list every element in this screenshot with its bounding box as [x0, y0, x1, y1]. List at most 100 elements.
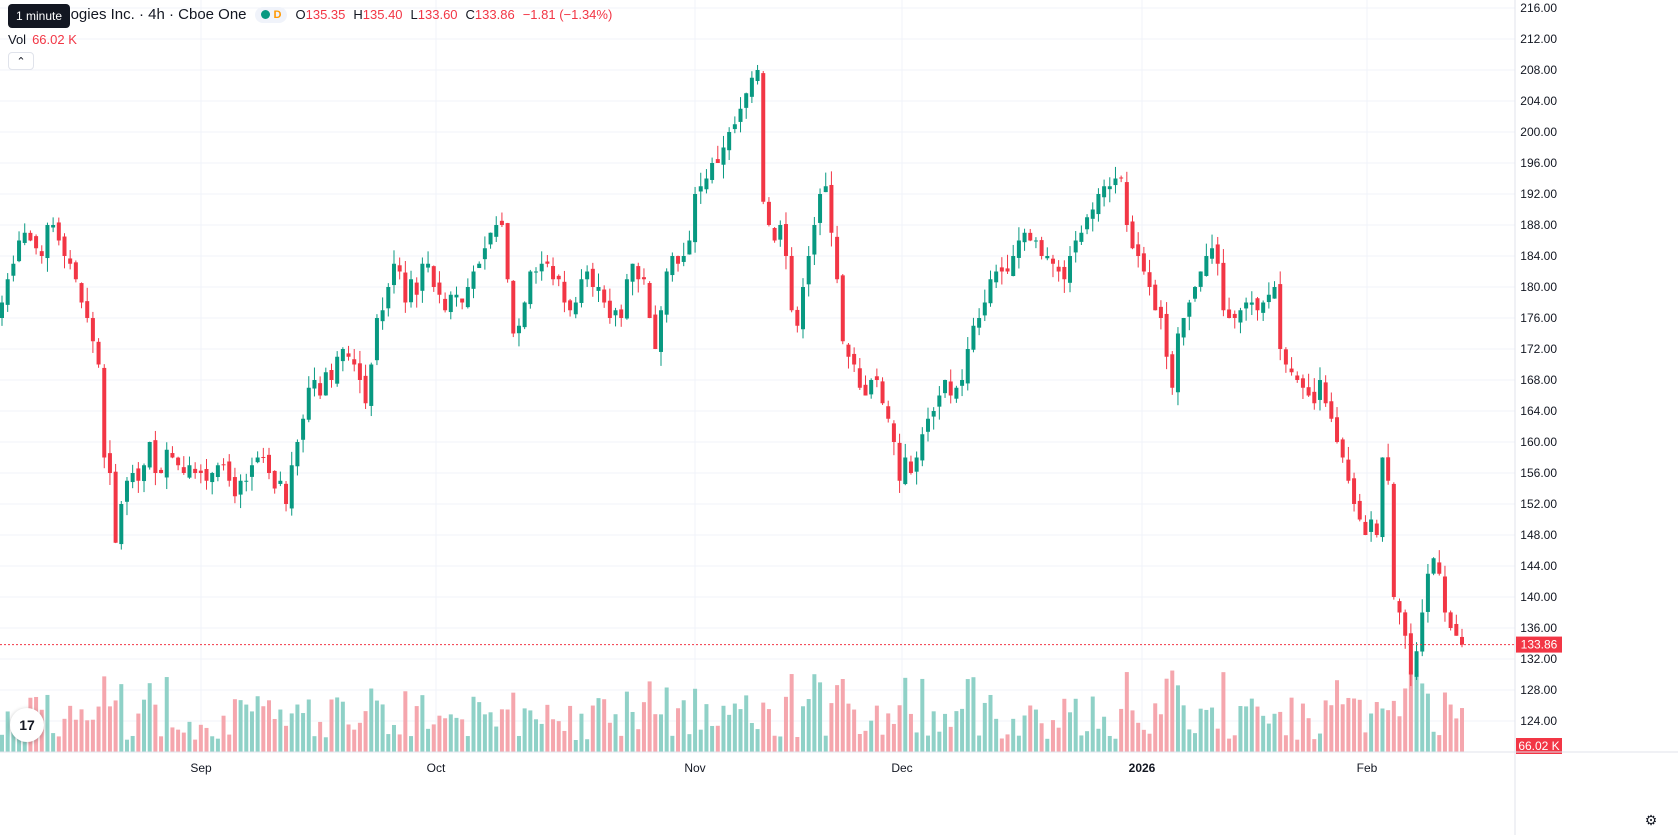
candle-body — [1073, 240, 1078, 253]
price-tick-label: 164.00 — [1520, 404, 1557, 418]
candle-body — [1272, 287, 1277, 299]
volume-bar — [1062, 698, 1067, 752]
candle-body — [1170, 354, 1175, 388]
volume-bar — [624, 691, 629, 752]
candle-body — [852, 353, 857, 365]
candle-body — [874, 376, 879, 380]
price-tick-label: 196.00 — [1520, 156, 1557, 170]
candle-body — [477, 263, 482, 269]
volume-bar — [869, 720, 874, 752]
volume-bar — [852, 709, 857, 752]
volume-bar — [1187, 729, 1192, 752]
volume-bar — [1050, 720, 1055, 752]
candle-body — [1352, 478, 1357, 504]
volume-bar — [971, 677, 976, 752]
volume-bar — [744, 695, 749, 752]
volume-bar — [1380, 708, 1385, 752]
candle-body — [1033, 240, 1038, 242]
candle-body — [516, 325, 521, 334]
candle-body — [198, 470, 203, 473]
volume-bar — [954, 711, 959, 752]
candle-body — [68, 258, 73, 264]
price-tick-label: 160.00 — [1520, 435, 1557, 449]
volume-legend: Vol 66.02 K — [8, 32, 77, 47]
volume-bar — [1323, 700, 1328, 752]
volume-bar — [1408, 671, 1413, 752]
candle-body — [897, 442, 902, 481]
candle-body — [545, 261, 550, 264]
volume-bar — [579, 713, 584, 752]
candle-body — [585, 271, 590, 280]
volume-bar — [0, 734, 4, 752]
volume-bar — [568, 705, 573, 752]
price-tick-label: 192.00 — [1520, 187, 1557, 201]
candle-body — [783, 224, 788, 256]
price-tick-label: 132.00 — [1520, 652, 1557, 666]
candle-body — [1005, 268, 1010, 272]
volume-bar — [698, 729, 703, 752]
candle-body — [11, 263, 16, 276]
candle-body — [289, 465, 294, 509]
volume-bar — [880, 734, 885, 752]
candle-body — [1045, 256, 1050, 259]
volume-bar — [1295, 739, 1300, 752]
candle-body — [943, 380, 948, 394]
market-status[interactable]: D — [254, 6, 288, 23]
volume-bar — [846, 703, 851, 752]
price-tick-label: 156.00 — [1520, 466, 1557, 480]
candle-body — [73, 262, 78, 280]
volume-bar — [5, 711, 10, 752]
candle-body — [397, 265, 402, 272]
volume-bar — [329, 699, 334, 752]
candle-body — [1374, 523, 1379, 535]
volume-bar — [1425, 693, 1430, 752]
candle-body — [925, 418, 930, 432]
volume-bar — [244, 704, 249, 752]
candle-body — [636, 266, 641, 280]
volume-bar — [215, 738, 220, 752]
candle-body — [312, 380, 317, 389]
candle-body — [1306, 387, 1311, 396]
volume-bar — [1363, 732, 1368, 752]
candle-body — [369, 364, 374, 406]
volume-bar — [397, 734, 402, 752]
volume-bar — [403, 691, 408, 752]
settings-gear-icon[interactable]: ⚙ — [1644, 812, 1658, 828]
volume-bar — [51, 733, 56, 752]
volume-bar — [380, 704, 385, 752]
volume-bar — [414, 706, 419, 752]
candle-body — [329, 370, 334, 380]
candle-body — [272, 470, 277, 489]
candle-body — [613, 310, 618, 316]
candle-body — [522, 302, 527, 328]
candle-body — [306, 387, 311, 420]
volume-bar — [488, 712, 493, 752]
candle-body — [1198, 271, 1203, 287]
volume-bar — [965, 679, 970, 752]
volume-bar — [312, 736, 317, 752]
candle-body — [937, 395, 942, 407]
candle-body — [1062, 266, 1067, 280]
candle-body — [551, 266, 556, 280]
candle-body — [806, 256, 811, 285]
price-tick-label: 144.00 — [1520, 559, 1557, 573]
volume-bar — [346, 724, 351, 752]
volume-bar — [1198, 708, 1203, 752]
tradingview-logo[interactable]: 17 — [10, 708, 44, 742]
price-axis[interactable]: 216.00 212.00 208.00 204.00 200.00 196.00 192.… — [0, 0, 1562, 835]
candle-body — [749, 77, 754, 97]
candle-body — [215, 465, 220, 478]
volume-bar — [925, 735, 930, 752]
volume-bar — [1113, 738, 1118, 752]
price-tick-label: 124.00 — [1520, 714, 1557, 728]
candle-body — [829, 184, 834, 233]
candle-body — [1147, 272, 1152, 287]
candle-body — [346, 353, 351, 357]
candle-body — [676, 256, 681, 264]
candle-body — [960, 380, 965, 386]
candle-body — [340, 349, 345, 362]
time-axis[interactable]: Sep Oct Nov Dec 2026 Feb — [0, 751, 1678, 775]
volume-bar — [1403, 688, 1408, 752]
collapse-legend-button[interactable]: ⌃ — [8, 52, 34, 70]
